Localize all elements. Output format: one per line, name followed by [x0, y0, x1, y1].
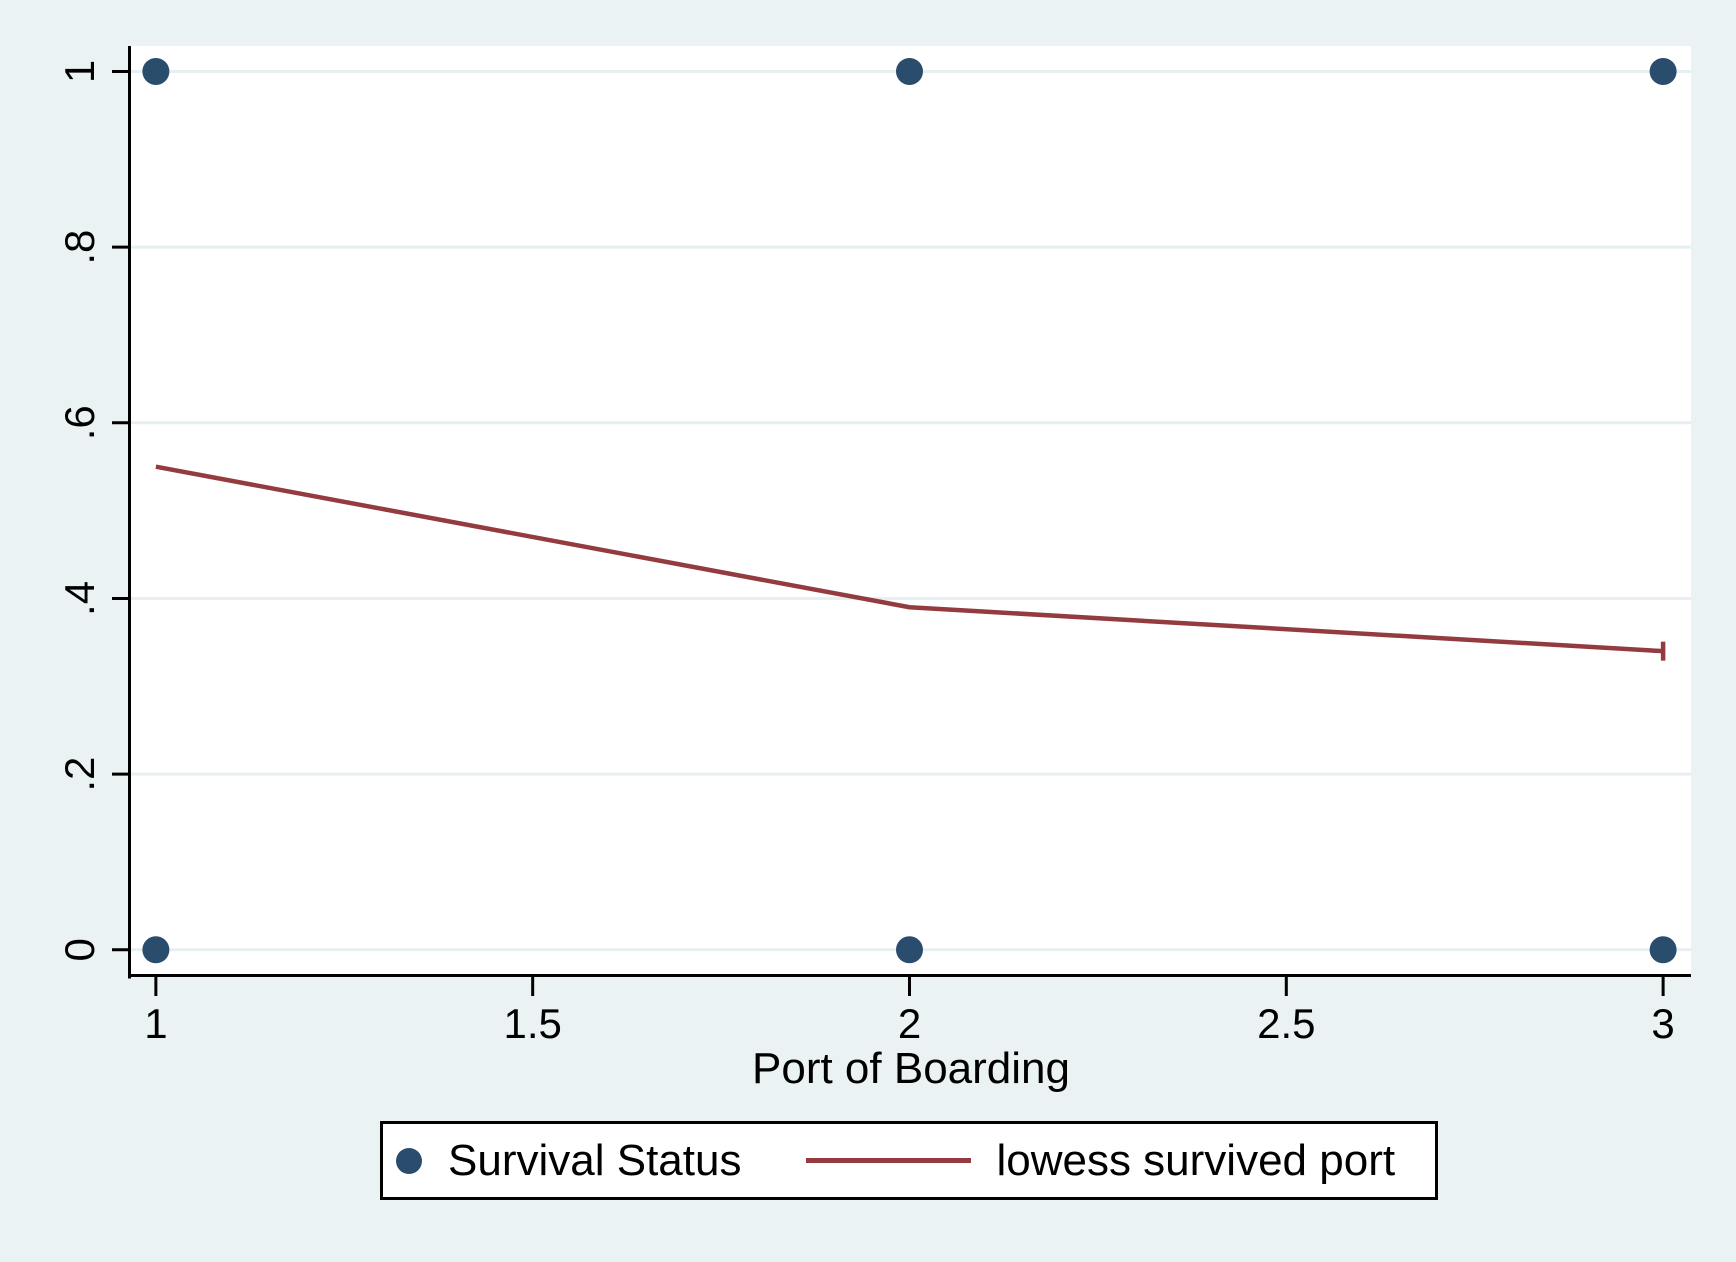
plot-area: [131, 46, 1691, 977]
scatter-point: [1649, 936, 1677, 964]
legend: Survival Status lowess survived port: [380, 1121, 1438, 1200]
y-tick-label: .8: [56, 230, 103, 265]
scatter-point: [142, 936, 170, 964]
legend-line-swatch: [806, 1158, 972, 1163]
scatter-point: [1649, 57, 1677, 85]
scatter-point: [895, 57, 923, 85]
y-tick-label: .2: [56, 757, 103, 792]
y-tick-label: 0: [56, 938, 103, 961]
x-axis-title: Port of Boarding: [752, 1044, 1070, 1093]
legend-scatter-marker-icon: [396, 1147, 422, 1174]
scatter-point: [142, 57, 170, 85]
x-tick-label: 1: [144, 1000, 167, 1047]
legend-label-survival-status: Survival Status: [448, 1135, 742, 1185]
x-tick-label: 1.5: [503, 1000, 561, 1047]
x-tick-label: 2.5: [1257, 1000, 1315, 1047]
y-tick-label: 1: [56, 60, 103, 83]
lowess-line: [155, 464, 1664, 654]
x-tick-label: 3: [1651, 1000, 1674, 1047]
y-tick-label: .6: [56, 405, 103, 440]
scatter-point: [895, 936, 923, 964]
y-tick-label: .4: [56, 581, 103, 616]
legend-label-lowess: lowess survived port: [996, 1135, 1396, 1185]
x-tick-label: 2: [898, 1000, 921, 1047]
